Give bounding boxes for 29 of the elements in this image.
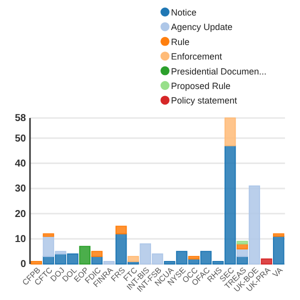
bar bbox=[260, 258, 272, 264]
legend-label: Rule bbox=[171, 36, 190, 47]
legend-label: Proposed Rule bbox=[171, 81, 231, 91]
y-tick-label: 20 bbox=[14, 208, 26, 220]
bar bbox=[42, 233, 54, 237]
bar bbox=[236, 240, 248, 244]
legend-label: Notice bbox=[171, 8, 197, 18]
y-tick-label: 50 bbox=[14, 133, 26, 144]
legend-label: Presidential Documen... bbox=[171, 66, 267, 76]
bar bbox=[30, 260, 42, 264]
bar bbox=[103, 260, 115, 264]
y-tick-label: 58 bbox=[14, 113, 26, 124]
bar bbox=[91, 256, 103, 264]
y-tick-label: 0 bbox=[20, 259, 26, 270]
legend-label: Agency Update bbox=[171, 22, 233, 32]
bar bbox=[116, 226, 127, 234]
bar bbox=[272, 236, 284, 264]
bar bbox=[128, 256, 139, 262]
y-tick-label: 30 bbox=[14, 184, 26, 195]
x-tick-label: VA bbox=[270, 265, 285, 280]
y-tick-label: 10 bbox=[14, 234, 26, 246]
bar bbox=[79, 246, 90, 264]
bar bbox=[224, 118, 236, 146]
y-tick-label: 40 bbox=[14, 158, 26, 170]
legend-label: Policy statement bbox=[171, 96, 238, 106]
legend-label: Enforcement bbox=[171, 52, 223, 62]
bar bbox=[272, 233, 284, 237]
bar bbox=[91, 250, 103, 257]
bar bbox=[188, 256, 200, 260]
